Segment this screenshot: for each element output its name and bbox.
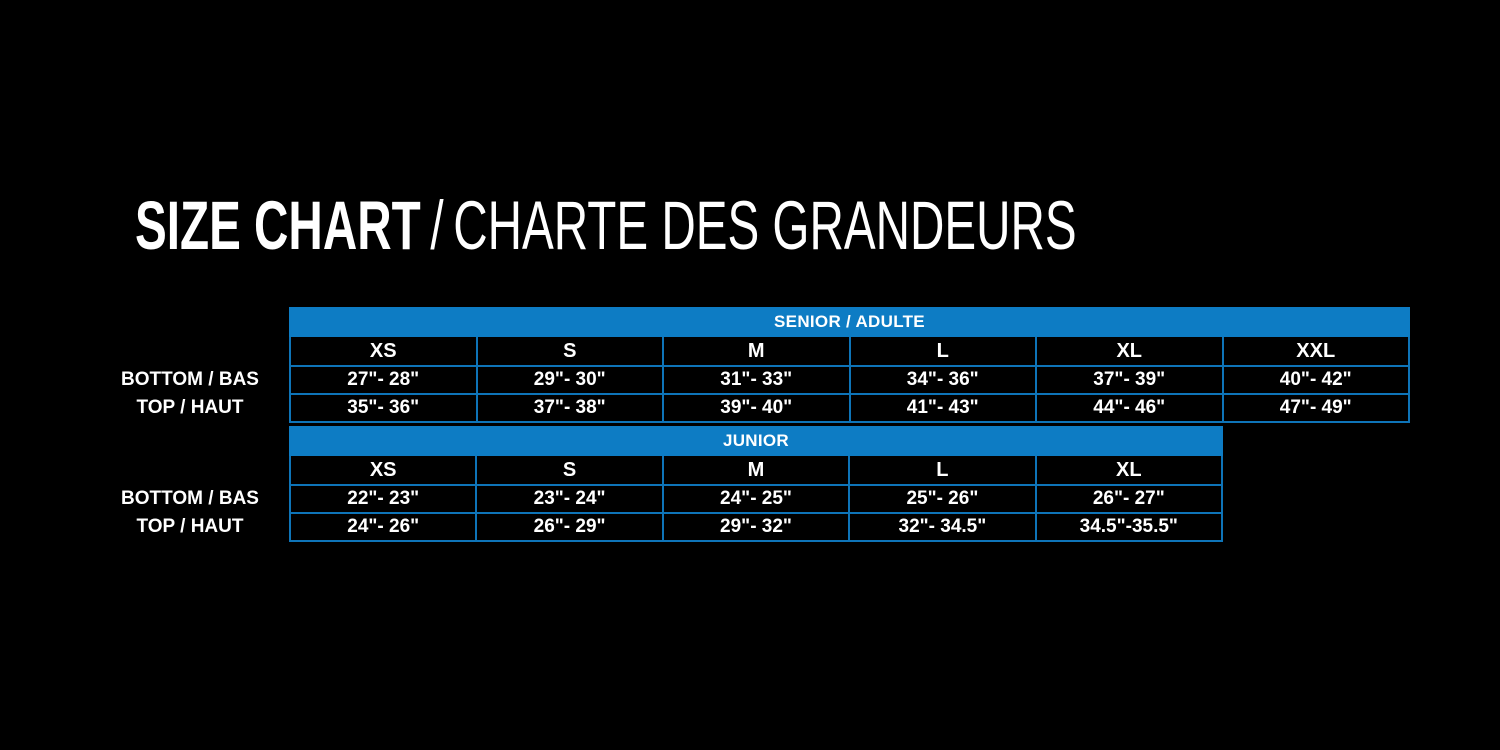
size-value-cell: 24"- 25" bbox=[663, 486, 849, 512]
size-header-cell: XS bbox=[291, 456, 476, 484]
size-header-cell: XXL bbox=[1223, 337, 1408, 365]
senior-size-table: XS S M L XL XXL 27"- 28" 29"- 30" 31"- 3… bbox=[289, 337, 1410, 423]
size-header-cell: XS bbox=[291, 337, 476, 365]
size-header-cell: M bbox=[663, 456, 849, 484]
size-value-cell: 24"- 26" bbox=[291, 514, 476, 540]
junior-section-band: JUNIOR bbox=[289, 426, 1223, 456]
size-header-cell: XL bbox=[1037, 337, 1222, 365]
size-value-cell: 29"- 30" bbox=[477, 367, 662, 393]
size-value-cell: 29"- 32" bbox=[663, 514, 849, 540]
size-value-cell: 35"- 36" bbox=[291, 395, 476, 421]
size-value-cell: 47"- 49" bbox=[1223, 395, 1408, 421]
title-english: SIZE CHART bbox=[135, 187, 421, 264]
size-header-cell: XL bbox=[1036, 456, 1221, 484]
size-header-cell: M bbox=[664, 337, 849, 365]
junior-row-label-bottom: BOTTOM / BAS bbox=[121, 488, 259, 509]
size-value-cell: 26"- 29" bbox=[477, 514, 662, 540]
size-value-cell: 37"- 38" bbox=[477, 395, 662, 421]
size-value-cell: 34.5"-35.5" bbox=[1036, 514, 1221, 540]
size-value-cell: 27"- 28" bbox=[291, 367, 476, 393]
size-value-cell: 44"- 46" bbox=[1037, 395, 1222, 421]
size-value-cell: 41"- 43" bbox=[850, 395, 1035, 421]
size-value-cell: 23"- 24" bbox=[477, 486, 662, 512]
size-value-cell: 32"- 34.5" bbox=[850, 514, 1035, 540]
size-value-cell: 37"- 39" bbox=[1037, 367, 1222, 393]
junior-row-label-top: TOP / HAUT bbox=[136, 516, 244, 537]
size-value-cell: 40"- 42" bbox=[1223, 367, 1408, 393]
size-header-cell: L bbox=[850, 337, 1035, 365]
size-header-cell: S bbox=[477, 456, 662, 484]
senior-row-label-bottom: BOTTOM / BAS bbox=[121, 369, 259, 390]
size-value-cell: 34"- 36" bbox=[850, 367, 1035, 393]
junior-size-table: XS S M L XL 22"- 23" 23"- 24" 24"- 25" 2… bbox=[289, 456, 1223, 542]
title-separator: / bbox=[430, 187, 444, 264]
senior-row-label-top: TOP / HAUT bbox=[136, 397, 244, 418]
size-header-cell: S bbox=[477, 337, 662, 365]
size-value-cell: 31"- 33" bbox=[664, 367, 849, 393]
size-value-cell: 22"- 23" bbox=[291, 486, 476, 512]
page-title: SIZE CHART / CHARTE DES GRANDEURS bbox=[135, 191, 1077, 260]
size-header-cell: L bbox=[850, 456, 1035, 484]
senior-section-band: SENIOR / ADULTE bbox=[289, 307, 1410, 337]
size-value-cell: 26"- 27" bbox=[1036, 486, 1221, 512]
title-french: CHARTE DES GRANDEURS bbox=[453, 187, 1077, 264]
size-value-cell: 39"- 40" bbox=[664, 395, 849, 421]
size-value-cell: 25"- 26" bbox=[850, 486, 1035, 512]
